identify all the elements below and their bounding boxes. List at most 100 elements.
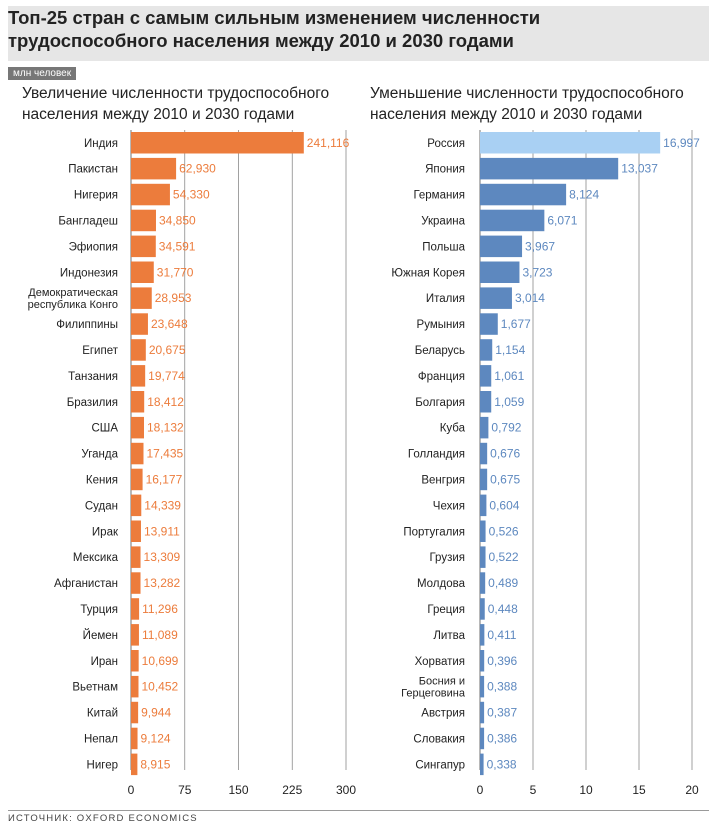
left-category-label: Пакистан: [68, 164, 118, 176]
left-bar: [131, 598, 140, 620]
right-value-label: 0,676: [490, 447, 520, 461]
right-bar: [480, 132, 661, 154]
right-tick-label: 5: [530, 783, 537, 797]
right-bar: [480, 572, 486, 594]
left-value-label: 8,915: [140, 757, 170, 771]
right-bar: [480, 339, 493, 361]
right-value-label: 13,037: [621, 162, 658, 176]
left-tick-label: 75: [178, 783, 192, 797]
right-category-label: Венгрия: [421, 474, 465, 486]
right-bar: [480, 391, 492, 413]
left-bar: [131, 391, 145, 413]
left-bar: [131, 157, 177, 180]
left-tick-label: 225: [282, 783, 302, 797]
left-bar: [131, 520, 141, 542]
left-value-label: 16,177: [146, 472, 183, 486]
right-category-label: Голландия: [408, 449, 465, 461]
left-bar: [131, 468, 143, 491]
right-category-label: Румыния: [417, 319, 465, 331]
right-tick-label: 0: [477, 783, 484, 797]
right-bar: [480, 209, 545, 232]
right-value-label: 1,154: [495, 343, 525, 357]
right-tick-label: 20: [685, 783, 699, 797]
right-category-label: Австрия: [421, 708, 465, 720]
left-bar: [131, 442, 144, 465]
left-value-label: 62,930: [179, 162, 216, 176]
right-category-label: Литва: [433, 630, 465, 642]
left-category-label: Нигерия: [74, 190, 118, 202]
right-bar: [480, 701, 485, 724]
unit-badge: млн человек: [8, 67, 77, 80]
left-value-label: 13,309: [144, 550, 181, 564]
right-value-label: 6,071: [547, 213, 577, 227]
left-category-label: Кения: [86, 474, 118, 486]
right-value-label: 1,061: [494, 369, 524, 383]
left-value-label: 20,675: [149, 343, 186, 357]
left-category-label: Ирак: [92, 526, 119, 538]
left-tick-label: 0: [128, 783, 135, 797]
right-bar: [480, 546, 486, 568]
right-category-label: Греция: [427, 604, 465, 616]
right-category-label: Молдова: [417, 578, 466, 590]
right-value-label: 3,967: [525, 239, 555, 253]
left-bar: [131, 339, 146, 361]
right-value-label: 8,124: [569, 188, 599, 202]
right-tick-label: 10: [579, 783, 593, 797]
right-category-label: Хорватия: [415, 656, 465, 668]
left-category-label: Филиппины: [56, 319, 118, 331]
left-value-label: 14,339: [144, 498, 181, 512]
right-bar: [480, 235, 523, 258]
right-category-label: Южная Корея: [391, 267, 465, 279]
right-panel-title: Уменьшение численности трудоспособного н…: [370, 85, 684, 123]
left-category-label: Иран: [91, 656, 118, 668]
right-value-label: 0,338: [487, 757, 517, 771]
left-category-label: Индонезия: [60, 267, 118, 279]
right-category-label: Босния и Герцеговина: [401, 676, 466, 700]
left-value-label: 19,774: [148, 369, 185, 383]
left-panel-title: Увеличение численности трудоспособного н…: [22, 85, 330, 123]
right-category-label: Грузия: [429, 552, 465, 564]
left-category-label: Индия: [84, 138, 118, 150]
right-category-label: Италия: [426, 293, 465, 305]
right-bar: [480, 520, 486, 542]
left-bar: [131, 416, 144, 439]
left-bar: [131, 546, 141, 568]
left-bar: [131, 753, 138, 776]
right-value-label: 0,675: [490, 472, 520, 486]
right-value-label: 0,489: [488, 576, 518, 590]
right-value-label: 0,387: [487, 706, 517, 720]
left-category-label: Непал: [84, 733, 118, 745]
left-bar: [131, 365, 146, 387]
left-value-label: 13,282: [144, 576, 181, 590]
left-bar: [131, 132, 304, 154]
right-bar: [480, 416, 489, 439]
right-category-label: Франция: [418, 371, 465, 383]
right-bar: [480, 313, 498, 335]
left-value-label: 23,648: [151, 317, 188, 331]
right-category-label: Беларусь: [415, 345, 465, 357]
left-value-label: 54,330: [173, 188, 210, 202]
right-value-label: 0,411: [487, 628, 516, 642]
right-bar: [480, 727, 485, 750]
left-category-label: Турция: [80, 604, 118, 616]
right-category-label: Германия: [413, 190, 465, 202]
left-value-label: 9,944: [141, 706, 171, 720]
right-value-label: 1,059: [494, 395, 524, 409]
right-bar: [480, 675, 485, 698]
right-value-label: 0,396: [487, 654, 517, 668]
right-category-label: Украина: [421, 215, 465, 227]
right-bar: [480, 494, 487, 517]
right-bar: [480, 598, 485, 620]
right-category-label: Португалия: [403, 526, 465, 538]
right-category-label: Словакия: [413, 733, 465, 745]
right-bar: [480, 753, 484, 776]
right-value-label: 0,792: [491, 421, 521, 435]
left-value-label: 28,953: [155, 291, 192, 305]
left-value-label: 11,089: [142, 628, 178, 642]
right-value-label: 0,386: [487, 731, 517, 745]
left-category-label: Танзания: [68, 371, 118, 383]
right-category-label: Чехия: [433, 500, 465, 512]
left-value-label: 241,116: [307, 136, 350, 150]
left-category-label: Египет: [82, 345, 119, 357]
